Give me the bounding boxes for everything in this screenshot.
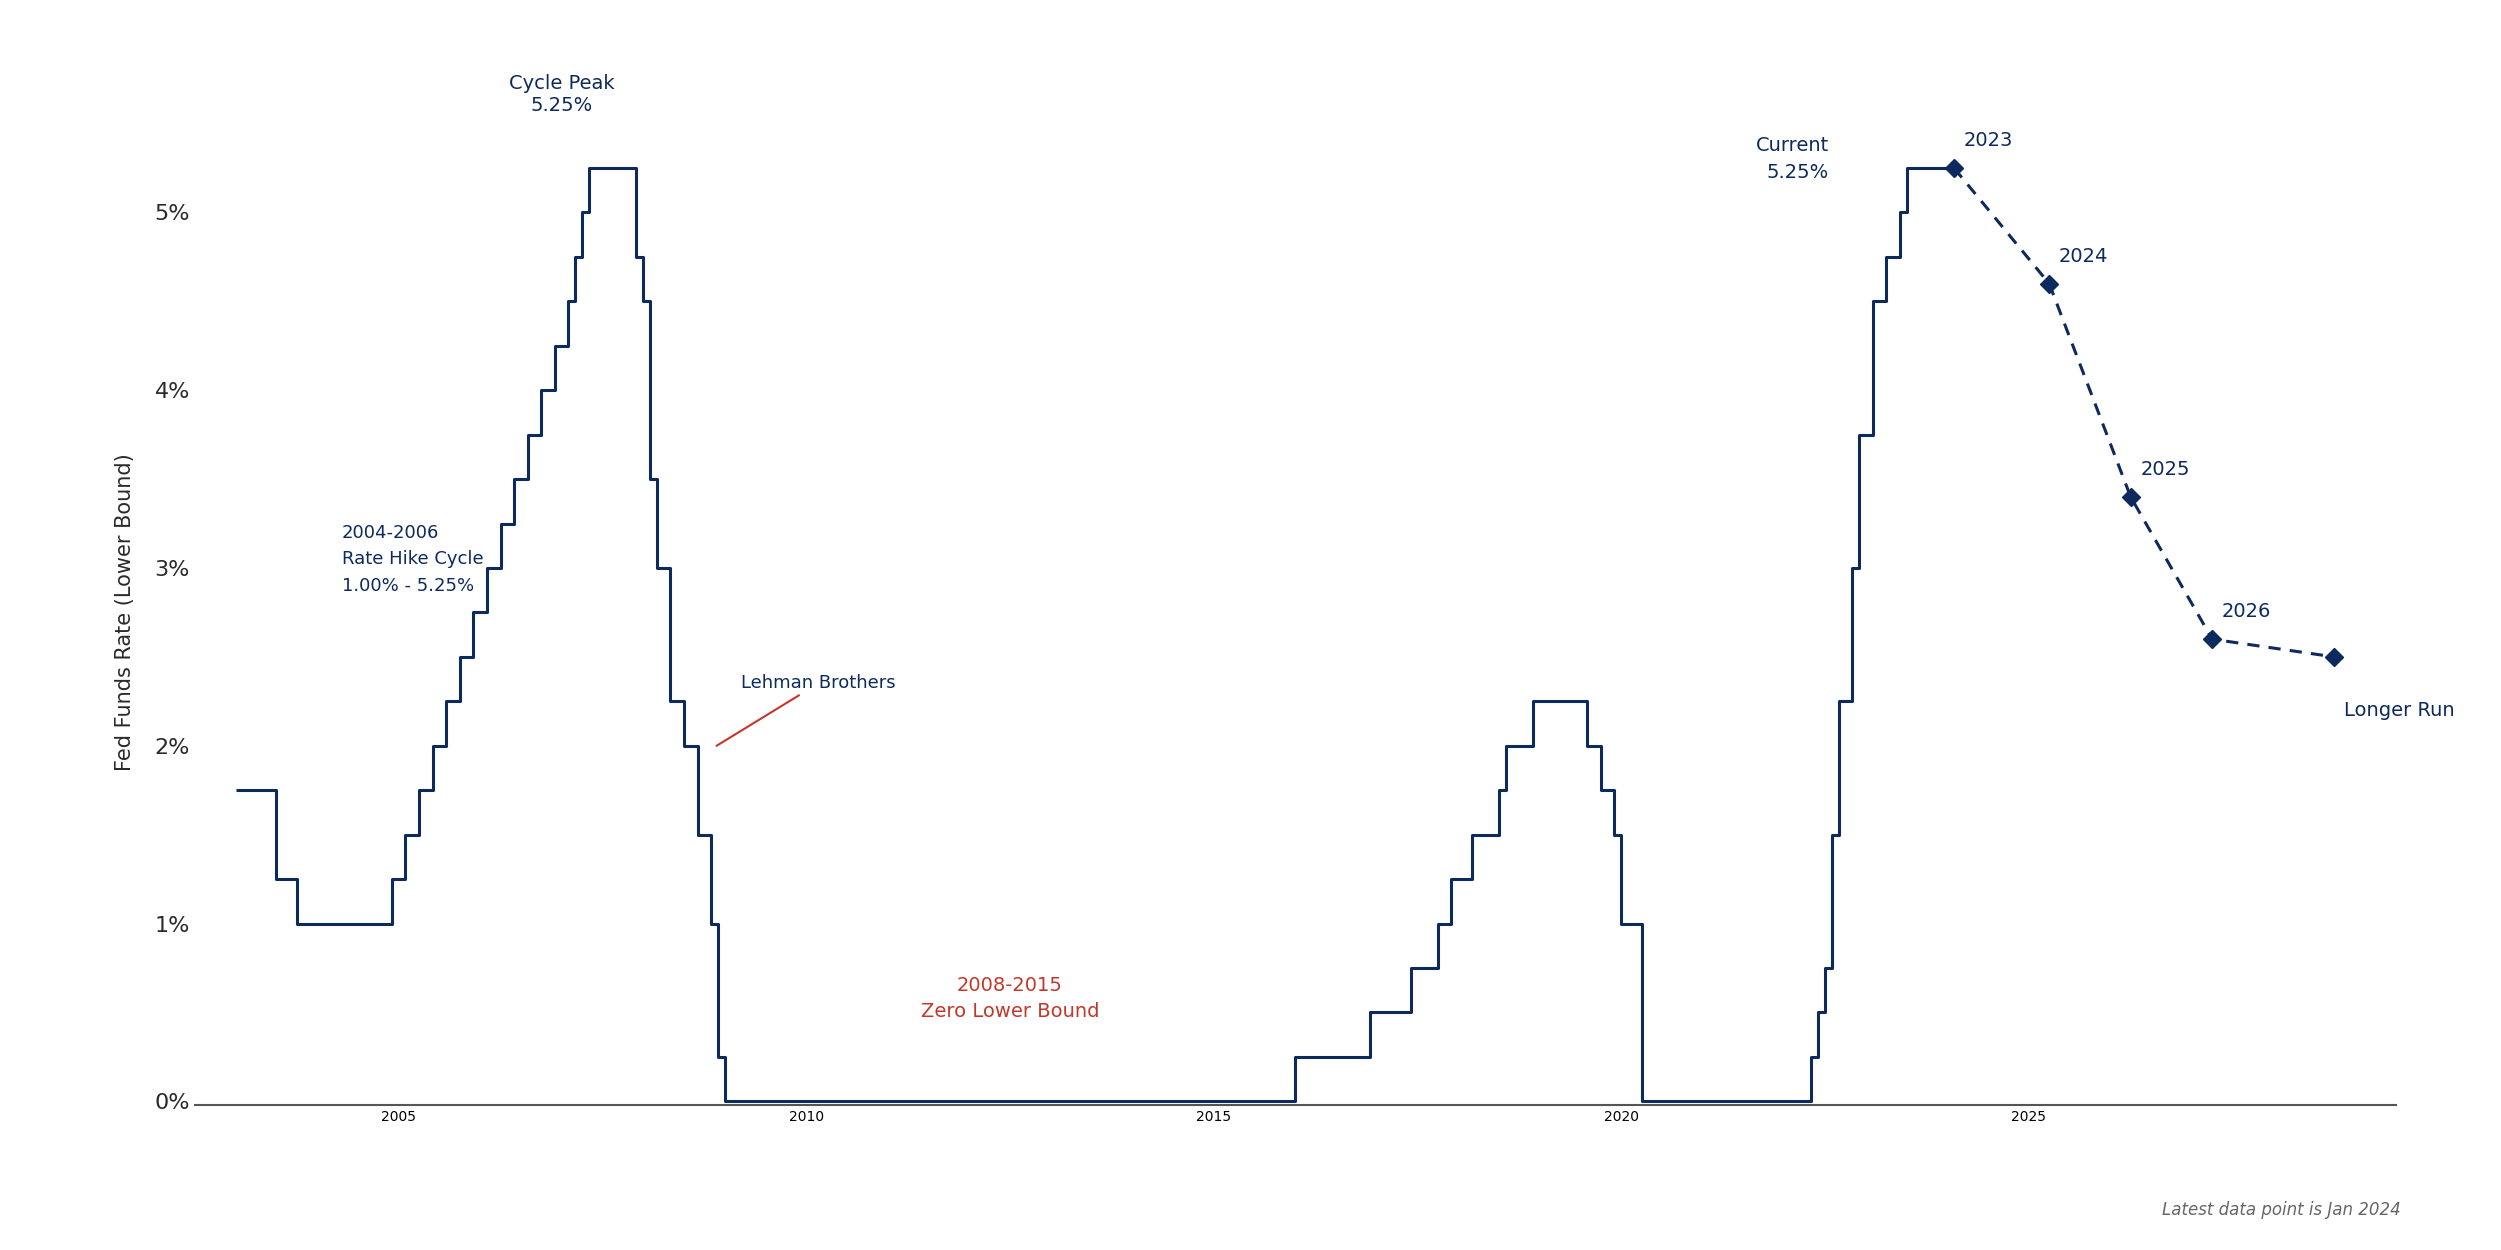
Y-axis label: Fed Funds Rate (Lower Bound): Fed Funds Rate (Lower Bound) xyxy=(115,454,135,771)
Text: 2008-2015
Zero Lower Bound: 2008-2015 Zero Lower Bound xyxy=(920,976,1098,1021)
Text: 2025: 2025 xyxy=(2141,460,2191,479)
Text: 2024: 2024 xyxy=(2058,246,2108,266)
Text: Longer Run: Longer Run xyxy=(2343,701,2456,720)
Text: Latest data point is Jan 2024: Latest data point is Jan 2024 xyxy=(2163,1201,2401,1219)
Text: 2023: 2023 xyxy=(1963,131,2013,150)
Text: Cycle Peak
5.25%: Cycle Peak 5.25% xyxy=(508,74,615,115)
Text: 2004-2006
Rate Hike Cycle
1.00% - 5.25%: 2004-2006 Rate Hike Cycle 1.00% - 5.25% xyxy=(343,524,483,595)
Text: 2026: 2026 xyxy=(2221,602,2271,621)
Text: Current
5.25%: Current 5.25% xyxy=(1756,136,1828,182)
Text: Lehman Brothers: Lehman Brothers xyxy=(715,675,895,746)
